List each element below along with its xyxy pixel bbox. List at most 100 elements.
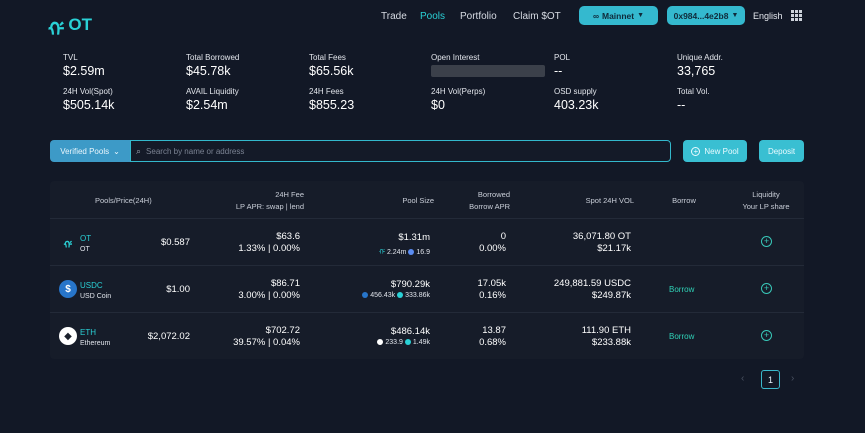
search-icon: ⌕ — [136, 145, 142, 156]
spot-vol-usd: $249.87k — [591, 290, 631, 301]
pagination-prev-icon[interactable]: ‹ — [741, 373, 745, 384]
network-selector[interactable]: ∞ Mainnet ▼ — [579, 6, 658, 25]
token-name: Ethereum — [80, 340, 111, 347]
brand-logo[interactable]: ᡤ OT — [48, 8, 92, 42]
deposit-button[interactable]: Deposit — [759, 140, 804, 162]
stat-24h-vol-perps-label: 24H Vol(Perps) — [431, 87, 486, 96]
verified-pools-label: Verified Pools — [60, 146, 110, 156]
header-lp-apr: LP APR: swap | lend — [235, 202, 304, 211]
borrow-eth-link[interactable]: Borrow — [669, 332, 695, 341]
stat-24h-vol-spot-value: $505.14k — [63, 98, 115, 112]
header-pools-price: Pools/Price(24H) — [95, 196, 152, 205]
nav-portfolio[interactable]: Portfolio — [460, 11, 497, 22]
borrowed: 0 — [500, 231, 506, 242]
stat-total-vol-label: Total Vol. — [677, 87, 710, 96]
stat-avail-liquidity-label: AVAIL Liquidity — [186, 87, 239, 96]
stat-open-interest-label: Open Interest — [431, 53, 480, 62]
add-liquidity-plus-icon[interactable]: + — [761, 330, 772, 341]
comp-b: 1.49k — [412, 339, 430, 346]
brand-name: OT — [68, 15, 93, 34]
stat-unique-addr-label: Unique Addr. — [677, 53, 723, 62]
borrow-apr: 0.68% — [479, 337, 506, 348]
divider — [50, 312, 804, 313]
usdc-token-icon — [362, 292, 369, 299]
lp-apr: 39.57% | 0.04% — [233, 337, 300, 348]
header-24h-fee: 24H Fee — [275, 190, 304, 199]
borrow-apr: 0.16% — [479, 290, 506, 301]
comp-a: 2.24m — [386, 249, 407, 256]
table-row-eth[interactable]: ETH Ethereum — [80, 327, 110, 347]
eth-token-icon: ◆ — [59, 327, 77, 345]
pool-composition: 456.43k 333.86k — [330, 292, 430, 299]
token-price: $1.00 — [166, 284, 190, 295]
borrowed: 17.05k — [477, 278, 506, 289]
lp-apr: 3.00% | 0.00% — [238, 290, 300, 301]
spot-vol-usd: $21.17k — [597, 243, 631, 254]
spot-vol: 111.90 ETH — [581, 325, 631, 336]
stat-total-fees-value: $65.56k — [309, 64, 354, 78]
ot-token-icon: ᡤ — [63, 240, 73, 251]
header-borrowed: Borrowed — [477, 190, 510, 199]
divider — [50, 218, 804, 219]
search-bar[interactable]: ⌕ — [130, 140, 671, 162]
new-pool-button[interactable]: + New Pool — [683, 140, 747, 162]
osd-token-icon — [404, 339, 411, 346]
token-symbol: USDC — [80, 281, 103, 290]
verified-pools-filter[interactable]: Verified Pools ⌄ — [50, 140, 130, 162]
chevron-down-icon: ▼ — [637, 12, 645, 19]
pool-composition: 233.9 1.49k — [340, 339, 430, 346]
language-selector[interactable]: English — [753, 11, 783, 21]
lp-apr: 1.33% | 0.00% — [238, 243, 300, 254]
stat-tvl-label: TVL — [63, 53, 78, 62]
logo-icon: ᡤ — [48, 20, 65, 41]
pagination-next-icon[interactable]: › — [791, 373, 795, 384]
wallet-button[interactable]: 0x984...4e2b8 ▼ — [667, 6, 745, 25]
add-liquidity-plus-icon[interactable]: + — [761, 283, 772, 294]
add-liquidity-plus-icon[interactable]: + — [761, 236, 772, 247]
stat-total-vol-value: -- — [677, 98, 686, 112]
header-your-lp-share: Your LP share — [742, 202, 790, 211]
table-row-ot[interactable]: OT OT — [80, 233, 91, 253]
stat-osd-supply-label: OSD supply — [554, 87, 597, 96]
spot-vol: 36,071.80 OT — [572, 231, 631, 242]
pool-size: $790.29k — [390, 279, 430, 290]
header-liquidity: Liquidity — [752, 190, 780, 199]
stat-open-interest-redacted — [431, 65, 545, 77]
stat-24h-vol-perps-value: $0 — [431, 98, 445, 112]
pool-size: $486.14k — [390, 326, 430, 337]
spot-vol-usd: $233.88k — [591, 337, 631, 348]
network-icon: ∞ — [592, 10, 599, 21]
stat-total-fees-label: Total Fees — [309, 53, 346, 62]
fee-24h: $86.71 — [270, 278, 300, 289]
stat-osd-supply-value: 403.23k — [554, 98, 599, 112]
header-pool-size: Pool Size — [402, 196, 434, 205]
stat-unique-addr-value: 33,765 — [677, 64, 716, 78]
borrow-usdc-link[interactable]: Borrow — [669, 285, 695, 294]
search-input[interactable] — [146, 146, 647, 156]
nav-trade[interactable]: Trade — [381, 11, 407, 22]
stat-total-borrowed-label: Total Borrowed — [186, 53, 240, 62]
header-borrow-apr: Borrow APR — [469, 202, 510, 211]
nav-claim-ot[interactable]: Claim $OT — [513, 11, 561, 22]
pools-table — [50, 181, 804, 359]
stat-avail-liquidity-value: $2.54m — [186, 98, 228, 112]
nav-pools[interactable]: Pools — [420, 11, 446, 22]
header-spot-24h-vol: Spot 24H VOL — [585, 196, 634, 205]
ot-token-icon: ᡤ — [378, 249, 385, 256]
pool-composition: ᡤ 2.24m 16.9 — [340, 245, 430, 257]
token-symbol: OT — [80, 234, 92, 243]
new-pool-label: New Pool — [704, 146, 739, 156]
stat-pol-value: -- — [554, 64, 563, 78]
pool-size: $1.31m — [398, 232, 430, 243]
table-row-usdc[interactable]: USDC USD Coin — [80, 280, 111, 300]
stat-tvl-value: $2.59m — [63, 64, 105, 78]
usdc-token-icon: $ — [59, 280, 77, 298]
pagination-current-page[interactable]: 1 — [761, 370, 780, 389]
comp-a: 456.43k — [370, 292, 396, 299]
comp-a: 233.9 — [385, 339, 403, 346]
stat-24h-vol-spot-label: 24H Vol(Spot) — [63, 87, 113, 96]
stat-24h-fees-value: $855.23 — [309, 98, 355, 112]
token-symbol: ETH — [80, 328, 96, 337]
fee-24h: $702.72 — [265, 325, 300, 336]
apps-grid-icon[interactable] — [791, 10, 802, 21]
